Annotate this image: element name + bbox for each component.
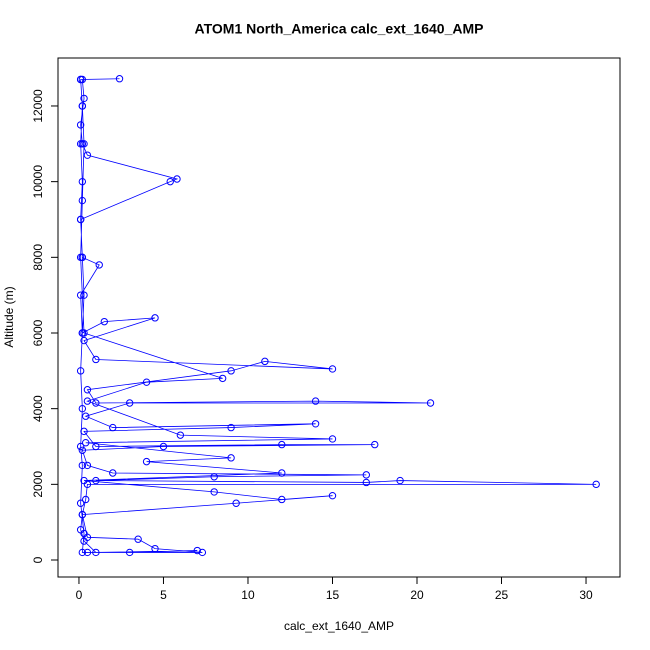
data-point	[83, 386, 92, 394]
data-point	[80, 291, 88, 299]
data-point	[78, 196, 87, 205]
data-point	[227, 423, 235, 432]
data-point	[227, 454, 235, 462]
data-point	[193, 546, 201, 555]
data-point	[328, 491, 337, 500]
data-point	[227, 367, 235, 375]
data-point	[210, 473, 218, 481]
data-point	[82, 495, 90, 504]
data-point	[328, 435, 337, 443]
data-point	[232, 499, 240, 507]
data-point	[311, 397, 320, 405]
data-point	[76, 367, 85, 375]
x-axis-label: calc_ext_1640_AMP	[284, 619, 394, 633]
y-tick-label: 12000	[31, 89, 45, 123]
data-point	[78, 253, 87, 262]
data-point	[371, 440, 379, 449]
data-point	[95, 261, 103, 269]
data-point	[80, 476, 88, 485]
data-point	[100, 317, 109, 326]
data-point	[78, 177, 87, 186]
data-line	[80, 78, 597, 553]
data-point	[328, 365, 337, 373]
data-point	[76, 215, 85, 224]
x-tick-label: 25	[495, 588, 509, 602]
data-point	[83, 461, 92, 470]
data-point	[76, 499, 85, 507]
data-point	[78, 102, 87, 110]
data-point	[80, 427, 88, 436]
data-point	[76, 121, 85, 129]
plot-frame	[57, 57, 621, 578]
data-point	[92, 548, 100, 557]
data-point	[76, 291, 85, 299]
y-tick-label: 10000	[31, 165, 45, 199]
data-point	[362, 471, 370, 479]
data-point	[210, 488, 218, 496]
data-point	[80, 140, 88, 148]
x-tick-label: 20	[410, 588, 424, 602]
data-point	[80, 94, 88, 103]
data-point	[78, 461, 87, 470]
data-point	[78, 510, 87, 519]
data-point	[83, 151, 92, 159]
data-point	[83, 548, 92, 557]
data-point	[151, 544, 159, 553]
data-point	[76, 442, 85, 451]
data-point	[278, 469, 286, 477]
data-point	[78, 404, 87, 413]
data-point	[173, 175, 181, 183]
data-point	[92, 399, 100, 407]
data-point	[159, 442, 168, 451]
data-point	[176, 431, 185, 439]
data-point	[83, 397, 92, 405]
y-tick-label: 6000	[31, 319, 45, 346]
data-point	[82, 439, 90, 447]
data-point	[80, 336, 88, 345]
x-tick-label: 15	[326, 588, 340, 602]
data-point	[78, 548, 87, 557]
data-point	[76, 75, 85, 84]
data-point	[396, 476, 404, 485]
data-point	[278, 440, 286, 449]
data-point	[142, 457, 151, 466]
data-point	[142, 378, 151, 386]
data-point	[218, 374, 227, 383]
data-point	[109, 469, 117, 477]
data-point	[80, 529, 88, 538]
data-point	[78, 446, 87, 454]
chart-title: ATOM1 North_America calc_ext_1640_AMP	[195, 21, 484, 37]
x-tick-label: 5	[160, 588, 167, 602]
y-tick-label: 4000	[31, 395, 45, 422]
data-point	[134, 535, 142, 543]
x-tick-label: 30	[579, 588, 593, 602]
data-point	[278, 495, 286, 504]
data-point	[261, 357, 269, 366]
y-tick-label: 0	[31, 556, 45, 563]
data-point	[92, 476, 100, 485]
x-tick-label: 10	[241, 588, 255, 602]
data-point	[362, 478, 370, 487]
data-point	[166, 177, 174, 186]
data-point	[115, 75, 124, 83]
data-point	[92, 355, 100, 364]
data-point	[125, 548, 134, 557]
y-tick-label: 8000	[31, 244, 45, 271]
y-axis-label: Altitude (m)	[2, 286, 16, 347]
data-point	[426, 399, 435, 407]
data-point	[125, 399, 134, 407]
y-tick-label: 2000	[31, 471, 45, 498]
data-point	[92, 442, 100, 451]
data-point	[592, 480, 600, 489]
data-point	[198, 548, 207, 557]
data-point	[76, 140, 85, 148]
data-point	[109, 423, 117, 432]
data-point	[311, 420, 320, 428]
data-point	[78, 329, 87, 337]
data-point	[151, 314, 159, 322]
x-tick-label: 0	[76, 588, 83, 602]
data-point	[82, 412, 90, 420]
